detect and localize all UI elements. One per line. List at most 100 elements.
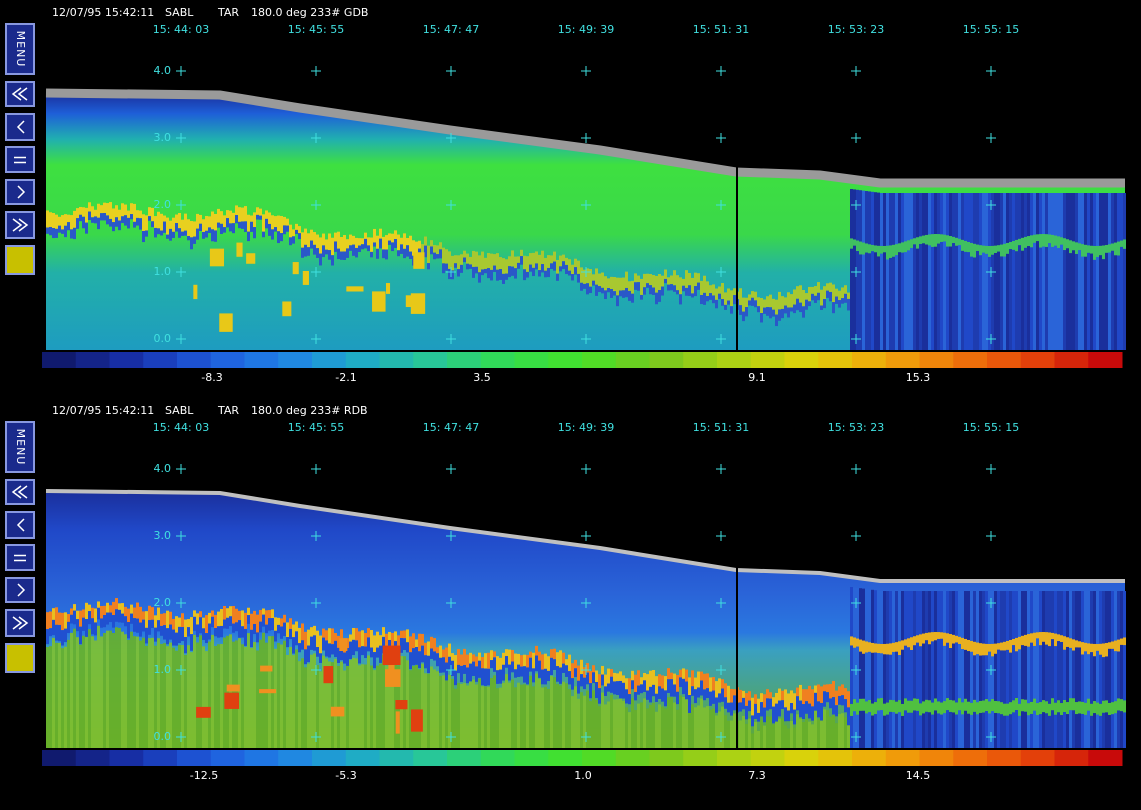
layer — [136, 210, 139, 218]
streak-band — [1027, 634, 1030, 647]
layer-base — [841, 695, 844, 706]
lower-field — [526, 685, 529, 748]
nav-button[interactable] — [5, 511, 35, 539]
nav-button[interactable] — [5, 544, 35, 571]
lower-field — [373, 670, 376, 748]
streak — [1027, 591, 1030, 748]
lower-field — [181, 645, 184, 748]
layer-base — [616, 295, 619, 307]
nav-button[interactable] — [5, 211, 35, 239]
nav-button[interactable] — [5, 179, 35, 205]
layer-base — [547, 670, 550, 682]
layer — [475, 251, 478, 267]
layer-base — [214, 230, 217, 242]
layer — [358, 238, 361, 246]
streak-green — [904, 698, 907, 711]
grid-cross — [986, 133, 996, 143]
layer — [259, 609, 262, 622]
nav-button[interactable] — [5, 577, 35, 603]
layer-base — [634, 692, 637, 701]
layer-base — [151, 221, 154, 228]
layer — [694, 272, 697, 287]
lower-field — [733, 713, 736, 748]
colorbar-cell — [750, 750, 785, 766]
lower-field — [535, 673, 538, 748]
layer — [205, 615, 208, 634]
button-frame — [5, 211, 35, 239]
nav-button[interactable] — [5, 113, 35, 141]
colorbar-cell — [649, 750, 684, 766]
layer — [583, 667, 586, 678]
nav-button[interactable] — [5, 479, 35, 505]
layer — [610, 276, 613, 290]
layer — [349, 634, 352, 642]
grid-cross — [176, 464, 186, 474]
layer — [232, 606, 235, 624]
layer-base — [619, 680, 622, 699]
streak — [1117, 193, 1120, 350]
layer-base — [631, 293, 634, 303]
layer — [256, 614, 259, 633]
layer — [247, 607, 250, 616]
layer — [466, 654, 469, 668]
layer-base — [400, 638, 403, 653]
layer-base — [271, 229, 274, 240]
streak — [895, 591, 898, 748]
nav-button[interactable] — [5, 81, 35, 107]
streak — [940, 193, 943, 350]
layer — [778, 688, 781, 701]
streak — [862, 588, 865, 748]
streak-green — [1063, 700, 1066, 713]
streak — [1018, 193, 1021, 350]
streak — [1027, 193, 1030, 350]
layer-base — [730, 306, 733, 314]
header-mode: TAR — [217, 404, 239, 417]
layer — [622, 277, 625, 291]
lower-field — [343, 670, 346, 748]
layer — [358, 631, 361, 648]
layer — [172, 618, 175, 630]
lower-field — [250, 647, 253, 748]
layer — [520, 249, 523, 257]
lower-field — [55, 642, 58, 748]
layer — [589, 671, 592, 684]
lower-field — [577, 698, 580, 748]
nav-button[interactable] — [5, 609, 35, 637]
menu-button[interactable]: MENU — [5, 421, 35, 473]
lower-field — [616, 699, 619, 748]
layer — [742, 690, 745, 698]
layer-base — [409, 251, 412, 260]
streak-band — [1024, 634, 1027, 646]
streak-band — [877, 643, 880, 654]
nav-button[interactable] — [5, 146, 35, 173]
layer — [208, 612, 211, 624]
layer-base — [826, 692, 829, 703]
color-button[interactable] — [5, 245, 35, 275]
layer-base — [211, 616, 214, 628]
layer-base — [484, 268, 487, 274]
layer-base — [718, 693, 721, 703]
color-button[interactable] — [5, 643, 35, 673]
grid-cross — [446, 200, 456, 210]
layer — [466, 253, 469, 264]
layer-base — [682, 678, 685, 695]
layer-base — [667, 284, 670, 291]
colorbar-cell — [615, 352, 650, 368]
layer-base — [583, 283, 586, 289]
layer-base — [733, 295, 736, 305]
layer — [820, 289, 823, 306]
layer-base — [670, 679, 673, 697]
layer-base — [64, 225, 67, 238]
streak-green — [1036, 703, 1039, 716]
lower-field — [322, 655, 325, 748]
layer-base — [838, 696, 841, 705]
streak — [1093, 193, 1096, 350]
lower-field — [583, 695, 586, 748]
menu-button[interactable]: MENU — [5, 23, 35, 75]
button-icon — [14, 554, 26, 562]
streak — [934, 591, 937, 748]
layer — [577, 665, 580, 681]
lower-field — [562, 681, 565, 748]
layer-base — [562, 261, 565, 270]
streak-band — [1114, 242, 1117, 256]
